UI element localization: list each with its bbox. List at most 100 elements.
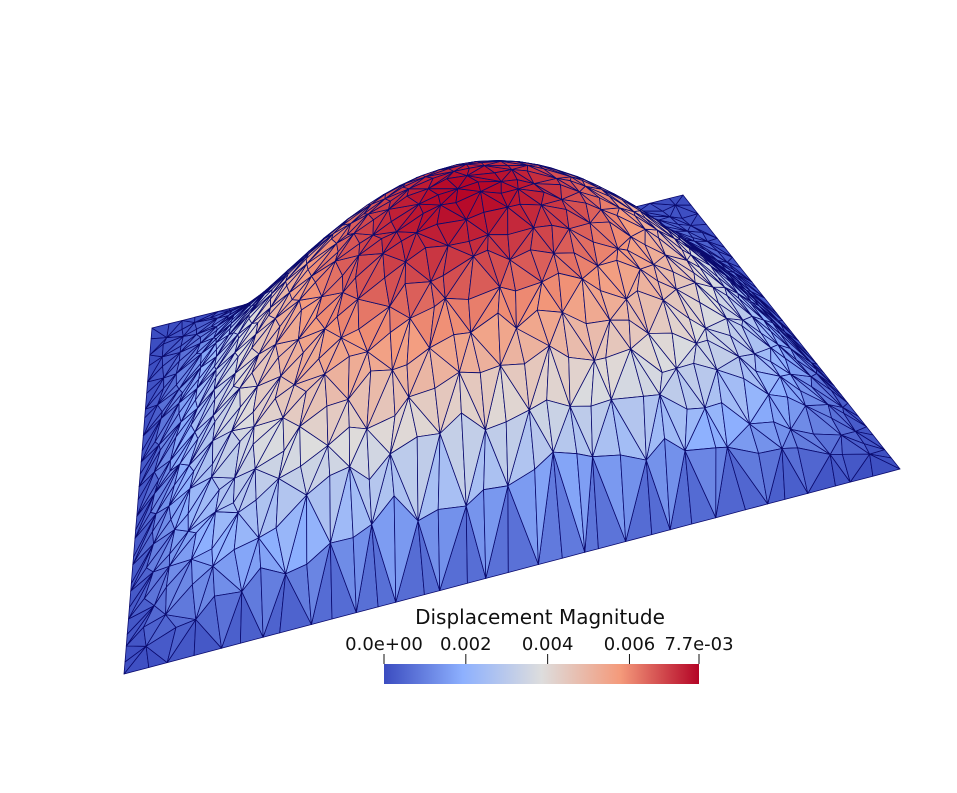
mesh-triangle [175,342,201,375]
mesh-triangle [644,244,666,265]
mesh-triangle [810,362,835,387]
mesh-triangle [252,375,282,427]
mesh-triangle [199,326,218,344]
mesh-triangle [742,281,765,299]
mesh-triangle [667,230,682,241]
mesh-triangle [179,333,197,353]
mesh-triangle [275,299,300,345]
mesh-triangle [363,198,386,215]
mesh-triangle [436,219,467,247]
mesh-triangle [543,168,572,179]
mesh-triangle [437,188,459,206]
mesh-triangle [130,543,155,592]
mesh-triangle [715,446,728,519]
mesh-triangle [187,476,213,532]
mesh-triangle [500,188,519,208]
mesh-triangle [715,265,738,285]
colorbar-tick-label: 0.004 [522,634,574,655]
mesh-triangle [165,558,192,615]
mesh-triangle [736,280,752,292]
mesh-triangle [448,163,467,172]
mesh-triangle [634,215,658,231]
mesh-triangle [270,280,287,308]
colorbar-tick-label: 0.002 [440,634,492,655]
mesh-triangle [315,292,344,330]
mesh-triangle [672,271,696,290]
mesh-triangle [600,290,627,321]
mesh-triangle [796,359,817,378]
mesh-triangle [494,169,513,182]
mesh-triangle [456,160,478,165]
mesh-triangle [568,356,595,407]
mesh-triangle [466,165,485,177]
mesh-triangle [702,256,726,276]
mesh-triangle [758,448,783,505]
mesh-triangle [760,332,779,349]
mesh-triangle [195,369,217,409]
mesh-triangle [211,512,239,567]
mesh-triangle [429,297,446,349]
mesh-triangle [352,524,373,613]
mesh-triangle [605,348,631,400]
mesh-triangle [143,614,167,647]
mesh-triangle [305,233,334,265]
mesh-triangle [170,488,191,530]
mesh-triangle [138,444,160,488]
mesh-triangle [582,180,602,190]
mesh-triangle [347,351,369,400]
mesh-triangle [479,364,501,431]
mesh-triangle [213,352,236,390]
colorbar-title: Displacement Magnitude [415,605,665,629]
mesh-triangle [540,191,563,206]
mesh-triangle [434,371,460,434]
mesh-triangle [468,234,489,257]
mesh-triangle [546,399,571,453]
mesh-triangle [487,249,511,288]
mesh-triangle [210,314,230,328]
mesh-triangle [212,372,236,416]
mesh-triangle [565,209,591,230]
mesh-triangle [154,402,180,446]
mesh-triangle [497,312,517,366]
mesh-triangle [455,191,482,220]
mesh-triangle [255,306,272,335]
mesh-triangle [797,447,831,494]
mesh-triangle [800,390,829,407]
mesh-triangle [307,242,338,277]
mesh-triangle [215,477,236,513]
mesh-triangle [718,302,744,321]
mesh-triangle [425,245,449,283]
mesh-triangle [863,443,885,455]
mesh-triangle [556,169,585,180]
mesh-triangle [149,337,168,356]
mesh-triangle [132,513,157,566]
mesh-triangle [234,333,257,374]
mesh-triangle [404,281,432,319]
mesh-triangle [248,293,266,315]
mesh-triangle [609,195,635,213]
mesh-triangle [733,272,765,299]
mesh-triangle [162,351,181,379]
mesh-triangle [699,267,726,288]
mesh-triangle [166,320,183,339]
mesh-triangle [639,209,657,221]
mesh-triangle [598,186,624,200]
mesh-triangle [770,361,791,377]
mesh-triangle [274,384,295,419]
mesh-triangle [234,426,255,479]
mesh-triangle [342,254,360,293]
mesh-triangle [750,302,773,324]
mesh-triangle [191,511,216,560]
mesh-triangle [706,250,728,263]
mesh-triangle [526,170,557,185]
mesh-triangle [684,407,706,452]
mesh-triangle [268,292,290,319]
colorbar-legend: Displacement Magnitude 0.0e+00 0.002 0.004… [345,605,734,684]
mesh-triangle [534,451,554,565]
mesh-triangle [616,215,646,238]
mesh-triangle [741,325,772,355]
mesh-triangle [299,373,326,427]
mesh-triangle [216,334,230,357]
